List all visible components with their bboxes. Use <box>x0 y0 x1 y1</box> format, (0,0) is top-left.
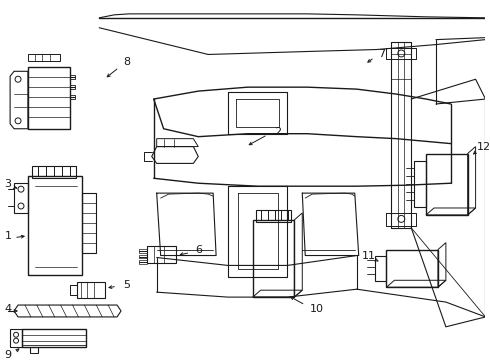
Text: 9: 9 <box>4 350 12 360</box>
Bar <box>426 153 467 215</box>
Bar <box>14 183 28 213</box>
Bar <box>387 249 438 287</box>
Bar <box>28 67 70 129</box>
Text: 7: 7 <box>378 49 385 59</box>
Bar <box>82 193 96 253</box>
Text: 5: 5 <box>123 280 130 290</box>
Bar <box>28 176 82 275</box>
Text: 8: 8 <box>123 57 130 67</box>
Text: 3: 3 <box>4 179 12 189</box>
Bar <box>32 166 76 178</box>
Bar <box>10 329 22 347</box>
Bar <box>22 329 86 347</box>
Bar <box>414 161 426 207</box>
Text: 4: 4 <box>4 304 12 314</box>
Text: 11: 11 <box>362 251 376 261</box>
Bar <box>77 282 105 298</box>
Bar <box>147 246 176 264</box>
Text: 10: 10 <box>310 304 324 314</box>
Bar <box>253 220 294 297</box>
Bar <box>374 256 387 281</box>
Text: 2: 2 <box>274 127 281 137</box>
Bar <box>256 210 292 222</box>
Text: 1: 1 <box>4 231 12 241</box>
Text: 12: 12 <box>476 141 490 152</box>
Text: 6: 6 <box>195 244 202 255</box>
